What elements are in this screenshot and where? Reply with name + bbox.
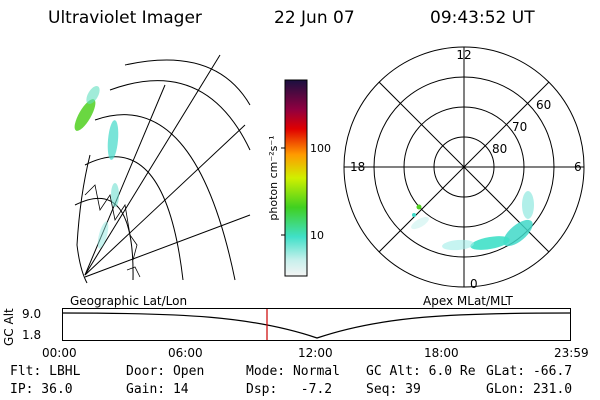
aurora-emission [74, 85, 119, 249]
mlt-label-18: 18 [350, 160, 365, 174]
mlt-label-12: 12 [456, 48, 471, 62]
limb-line [76, 154, 91, 284]
status-glon: GLon: 231.0 [486, 382, 573, 397]
left-panel-caption: Geographic Lat/Lon [70, 294, 188, 308]
altitude-xtick-4: 23:59 [554, 346, 589, 360]
altitude-xtick-1: 06:00 [168, 346, 203, 360]
lon-grid-line [84, 124, 246, 276]
altitude-plot-frame [62, 308, 571, 341]
status-door: Door: Open [126, 364, 205, 379]
status-gcalt: GC Alt: 6.0 Re [366, 364, 476, 379]
date-label: 22 Jun 07 [274, 8, 355, 28]
lat-grid-line [84, 156, 184, 281]
altitude-curve [62, 312, 571, 339]
status-dsp: Dsp: -7.2 [246, 382, 333, 397]
altitude-xtick-0: 00:00 [42, 346, 77, 360]
colorbar: photon cm⁻²s⁻¹ [267, 79, 308, 277]
lat-grid-line [74, 197, 134, 281]
status-mode: Mode: Normal [246, 364, 340, 379]
status-gain: Gain: 14 [126, 382, 189, 397]
altitude-xtick-3: 18:00 [424, 346, 459, 360]
status-flt: Flt: LBHL [10, 364, 81, 379]
altitude-xtick-2: 12:00 [298, 346, 333, 360]
altitude-plot [62, 308, 571, 341]
altitude-ytick-min: 1.8 [22, 328, 42, 342]
polar-plot: 12 18 6 0 60 70 80 [343, 46, 585, 290]
right-panel-caption: Apex MLat/MLT [423, 294, 513, 308]
aurora-oval [411, 191, 534, 251]
geographic-image [74, 54, 251, 284]
mlat-label-80: 80 [492, 142, 507, 156]
colorbar-tick-10: 10 [310, 229, 324, 242]
mlt-label-6: 6 [574, 160, 582, 174]
lat-grid-line [124, 59, 251, 106]
coastline [126, 266, 141, 278]
status-seq: Seq: 39 [366, 382, 421, 397]
altitude-ytick-max: 9.0 [22, 307, 42, 321]
lat-grid-line [109, 80, 251, 151]
status-glat: GLat: -66.7 [486, 364, 573, 379]
lat-grid-line [94, 114, 236, 281]
instrument-title: Ultraviolet Imager [48, 8, 202, 28]
mlt-label-0: 0 [470, 277, 478, 290]
status-ip: IP: 36.0 [10, 382, 73, 397]
coastline [84, 184, 138, 261]
colorbar-tick-100: 100 [310, 142, 331, 155]
lon-grid-line [84, 84, 166, 276]
time-label: 09:43:52 UT [430, 8, 535, 28]
altitude-ylabel: GC Alt [2, 308, 16, 346]
mlt-line [378, 81, 550, 253]
mlat-label-60: 60 [536, 98, 551, 112]
lon-grid-line [84, 54, 221, 276]
colorbar-gradient [284, 79, 308, 277]
mlat-label-70: 70 [512, 120, 527, 134]
lon-grid-line [84, 214, 251, 278]
colorbar-unit-label: photon cm⁻²s⁻¹ [267, 135, 280, 220]
